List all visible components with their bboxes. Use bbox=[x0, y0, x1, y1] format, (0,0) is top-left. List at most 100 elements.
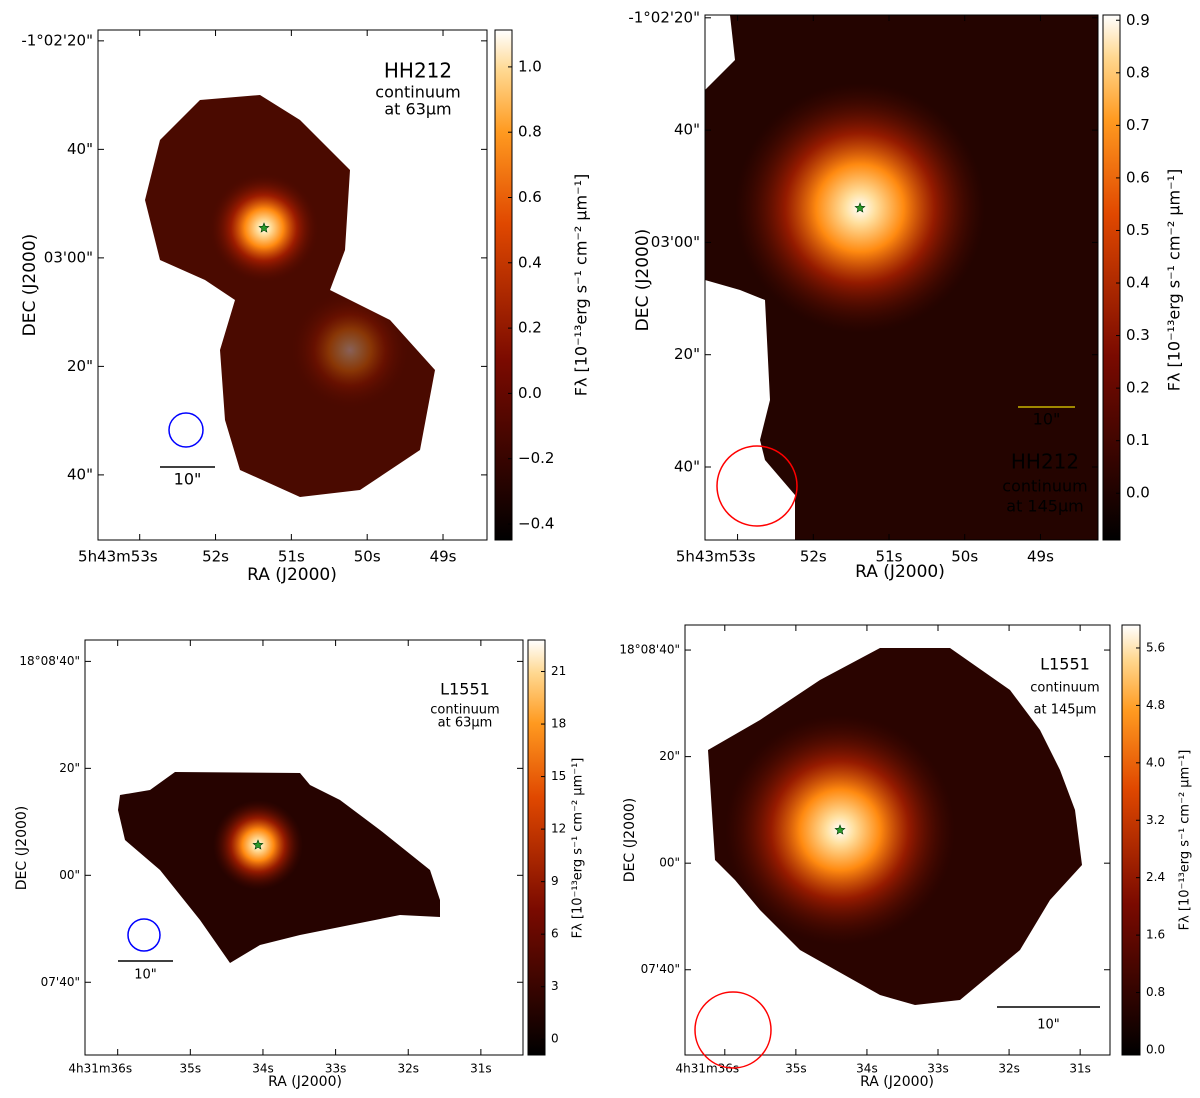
x-tick-label: 4h31m36s bbox=[675, 1062, 739, 1076]
colorbar bbox=[527, 639, 546, 1056]
colorbar bbox=[1102, 14, 1121, 541]
x-tick-label: 32s bbox=[397, 1062, 419, 1076]
x-tick-label: 4h31m36s bbox=[68, 1062, 132, 1076]
axes-frame bbox=[704, 14, 1099, 541]
x-axis-label: RA (J2000) bbox=[860, 1074, 934, 1090]
y-tick-label: 07'40" bbox=[641, 962, 680, 976]
colorbar-tick-label: 0.8 bbox=[518, 123, 542, 141]
protostar-marker bbox=[252, 839, 264, 850]
y-tick-label: 20" bbox=[674, 345, 700, 363]
colorbar-tick-label: 0.8 bbox=[1146, 985, 1165, 999]
x-axis-label: RA (J2000) bbox=[247, 565, 337, 585]
colorbar-tick-label: 5.6 bbox=[1146, 640, 1165, 654]
map-annotation: HH212 bbox=[1011, 450, 1079, 474]
x-tick-label: 52s bbox=[202, 548, 229, 566]
x-tick-label: 49s bbox=[430, 548, 457, 566]
y-tick-label: 00" bbox=[659, 856, 680, 870]
y-axis-label: DEC (J2000) bbox=[20, 234, 40, 337]
scale-bar-label: 10" bbox=[1033, 410, 1061, 429]
axes-frame bbox=[684, 624, 1111, 1056]
colorbar-tick-label: 0.7 bbox=[1126, 116, 1150, 134]
y-tick-label: 03'00" bbox=[651, 233, 700, 251]
colorbar-tick-label: 0.9 bbox=[1126, 11, 1150, 29]
axes-frame bbox=[97, 29, 488, 541]
x-tick-label: 34s bbox=[252, 1062, 274, 1076]
protostar-marker bbox=[854, 202, 866, 213]
x-tick-label: 50s bbox=[951, 548, 978, 566]
beam-size bbox=[694, 991, 772, 1069]
map-panel bbox=[708, 648, 1082, 1005]
colorbar-tick-label: 1.0 bbox=[518, 57, 542, 75]
y-tick-label: 40" bbox=[67, 465, 93, 483]
colorbar-tick-label: 0.5 bbox=[1126, 221, 1150, 239]
colorbar-tick-label: 1.6 bbox=[1146, 928, 1165, 942]
colorbar-tick-label: 0.6 bbox=[1126, 168, 1150, 186]
x-tick-label: 31s bbox=[1069, 1062, 1091, 1076]
map-panel bbox=[145, 95, 435, 497]
y-tick-label: 20" bbox=[659, 749, 680, 763]
map-annotation: at 145μm bbox=[1034, 703, 1097, 718]
colorbar-label: Fλ [10⁻¹³erg s⁻¹ cm⁻² μm⁻¹] bbox=[571, 758, 586, 939]
map-annotation: at 63μm bbox=[438, 716, 493, 731]
colorbar-tick-label: 0.0 bbox=[518, 384, 542, 402]
y-tick-label: 03'00" bbox=[44, 248, 93, 266]
y-tick-label: -1°02'20" bbox=[628, 8, 700, 26]
x-tick-label: 50s bbox=[354, 548, 381, 566]
colorbar bbox=[1121, 624, 1141, 1056]
scale-bar-label: 10" bbox=[134, 968, 157, 983]
colorbar-tick-label: 2.4 bbox=[1146, 870, 1165, 884]
colorbar-tick-label: 4.0 bbox=[1146, 755, 1165, 769]
colorbar-tick-label: −0.2 bbox=[518, 449, 554, 467]
map-annotation: continuum bbox=[1030, 681, 1099, 696]
emission-lobe bbox=[290, 290, 410, 410]
y-tick-label: 40" bbox=[674, 458, 700, 476]
colorbar-tick-label: 0 bbox=[551, 1032, 559, 1046]
x-tick-label: 49s bbox=[1027, 548, 1054, 566]
x-tick-label: 51s bbox=[278, 548, 305, 566]
colorbar-tick-label: −0.4 bbox=[518, 515, 554, 533]
map-emission bbox=[145, 95, 435, 497]
x-tick-label: 33s bbox=[325, 1062, 347, 1076]
scale-bar-label: 10" bbox=[174, 470, 202, 489]
beam-size bbox=[168, 412, 204, 448]
colorbar-label: Fλ [10⁻¹³erg s⁻¹ cm⁻² μm⁻¹] bbox=[1165, 169, 1184, 392]
x-tick-label: 31s bbox=[470, 1062, 492, 1076]
x-tick-label: 52s bbox=[800, 548, 827, 566]
map-annotation: continuum bbox=[1002, 477, 1087, 496]
y-tick-label: 00" bbox=[59, 868, 80, 882]
x-tick-label: 5h43m53s bbox=[676, 548, 756, 566]
colorbar bbox=[494, 29, 513, 541]
colorbar-tick-label: 0.8 bbox=[1126, 63, 1150, 81]
map-annotation: HH212 bbox=[384, 59, 452, 83]
x-tick-label: 32s bbox=[998, 1062, 1020, 1076]
map-annotation: at 63μm bbox=[384, 100, 451, 119]
beam-size bbox=[127, 918, 161, 952]
x-tick-label: 5h43m53s bbox=[78, 548, 158, 566]
colorbar-tick-label: 4.8 bbox=[1146, 698, 1165, 712]
colorbar-tick-label: 0.0 bbox=[1146, 1042, 1165, 1056]
map-panel bbox=[118, 772, 440, 963]
y-tick-label: 18°08'40" bbox=[619, 643, 680, 657]
x-tick-label: 34s bbox=[856, 1062, 878, 1076]
y-tick-label: 20" bbox=[59, 761, 80, 775]
colorbar-tick-label: 0.1 bbox=[1126, 431, 1150, 449]
colorbar-tick-label: 15 bbox=[551, 769, 566, 783]
colorbar-tick-label: 0.2 bbox=[518, 319, 542, 337]
y-tick-label: 07'40" bbox=[41, 975, 80, 989]
beam-size bbox=[716, 445, 798, 527]
colorbar-tick-label: 3.2 bbox=[1146, 813, 1165, 827]
x-tick-label: 35s bbox=[180, 1062, 202, 1076]
colorbar-label: Fλ [10⁻¹³erg s⁻¹ cm⁻² μm⁻¹] bbox=[572, 174, 591, 397]
y-axis-label: DEC (J2000) bbox=[14, 806, 30, 891]
y-tick-label: 18°08'40" bbox=[19, 654, 80, 668]
map-annotation: L1551 bbox=[440, 680, 490, 699]
colorbar-tick-label: 0.4 bbox=[518, 253, 542, 271]
x-axis-label: RA (J2000) bbox=[268, 1074, 342, 1090]
colorbar-tick-label: 18 bbox=[551, 717, 566, 731]
colorbar-tick-label: 3 bbox=[551, 979, 559, 993]
map-annotation: continuum bbox=[430, 703, 499, 718]
y-tick-label: 40" bbox=[67, 140, 93, 158]
colorbar-tick-label: 0.3 bbox=[1126, 326, 1150, 344]
map-annotation: at 145μm bbox=[1006, 497, 1083, 516]
